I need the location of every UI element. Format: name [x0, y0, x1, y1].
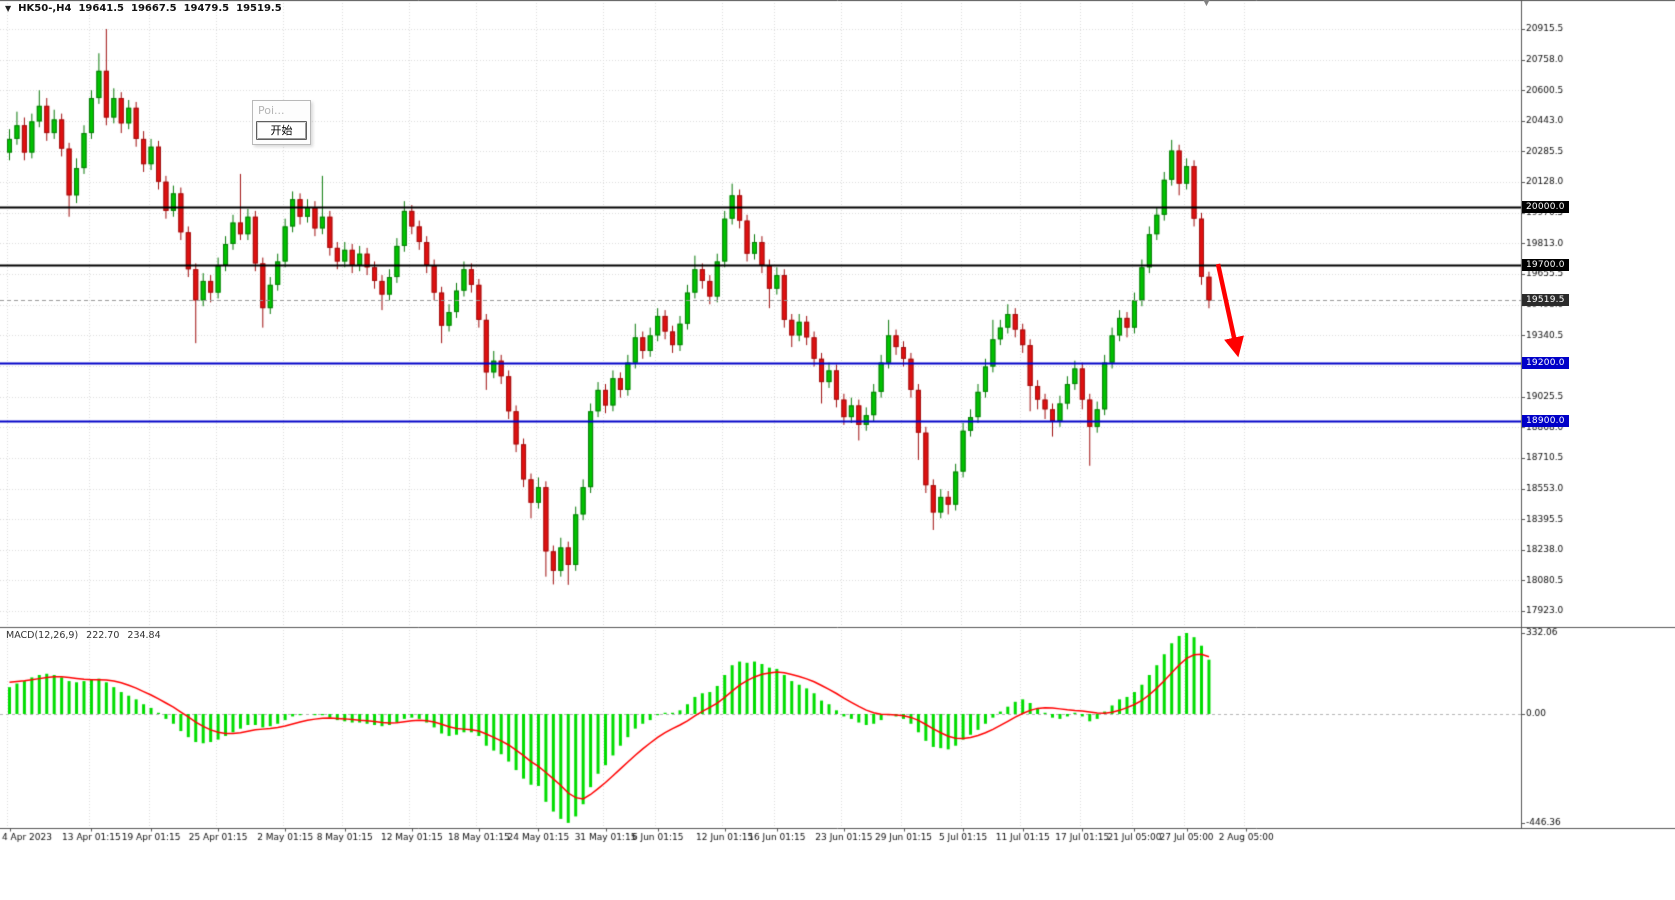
indicator-macd-value: 222.70 [86, 630, 120, 641]
low-value: 19479.5 [183, 3, 230, 14]
price-level-badge-20000: 20000.0 [1522, 201, 1569, 213]
price-level-badge-19200: 19200.0 [1522, 356, 1569, 369]
script-dialog: Poi... 开始 [252, 100, 311, 145]
open-value: 19641.5 [78, 3, 125, 14]
chart-shift-marker-icon[interactable]: ▼ [1203, 0, 1210, 8]
one-click-trading-toggle-icon[interactable]: ▼ [5, 4, 12, 13]
current-price-badge: 19519.5 [1522, 294, 1569, 307]
trend-arrow-annotation[interactable] [1204, 256, 1264, 386]
price-level-badge-18900: 18900.0 [1522, 415, 1569, 427]
indicator-readout: MACD(12,26,9) 222.70 234.84 [6, 630, 161, 641]
price-level-badge-19700: 19700.0 [1522, 259, 1569, 272]
high-value: 19667.5 [131, 3, 177, 14]
indicator-name: MACD(12,26,9) [6, 630, 79, 641]
start-button[interactable]: 开始 [256, 121, 307, 140]
symbol-timeframe-label: HK50-,H4 [18, 3, 72, 14]
ohlc-readout: ▼ HK50-,H4 19641.5 19667.5 19479.5 19519… [5, 3, 282, 14]
close-value: 19519.5 [236, 3, 282, 14]
script-dialog-title: Poi... [258, 104, 285, 117]
indicator-signal-value: 234.84 [127, 630, 161, 641]
